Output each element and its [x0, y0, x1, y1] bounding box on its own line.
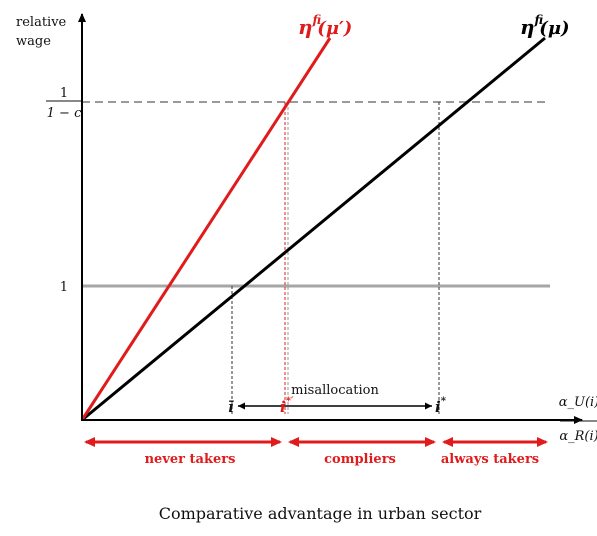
misallocation-label: misallocation — [291, 383, 379, 398]
i-star-label: i* — [435, 396, 447, 416]
x-axis-label-numerator: α_U(i) — [559, 395, 597, 410]
y-tick-top-denominator: 1 − c — [47, 106, 82, 121]
y-axis-label-line1: relative — [16, 15, 67, 30]
always-takers-label: always takers — [441, 452, 539, 467]
y-axis-label-line2: wage — [16, 34, 51, 49]
red-wage-curve — [80, 37, 332, 421]
svg-text:ηfi(μ′): ηfi(μ′) — [298, 13, 352, 39]
black-wage-curve — [81, 36, 546, 422]
y-tick-top-numerator: 1 — [60, 86, 68, 101]
red-curve-label: ηfi(μ′) — [298, 13, 352, 39]
black-curve-label: ηfi(μ) — [520, 13, 570, 39]
y-tick-one: 1 — [60, 280, 68, 295]
diagram-caption: Comparative advantage in urban sector — [159, 504, 482, 523]
x-axis-label-denominator: α_R(i) — [559, 429, 597, 444]
i-star-prime-label: i*′ — [280, 396, 294, 416]
svg-text:ηfi(μ): ηfi(μ) — [520, 13, 570, 39]
i-bar-label: ī — [228, 398, 234, 416]
compliers-label: compliers — [324, 452, 396, 467]
never-takers-label: never takers — [145, 452, 236, 467]
